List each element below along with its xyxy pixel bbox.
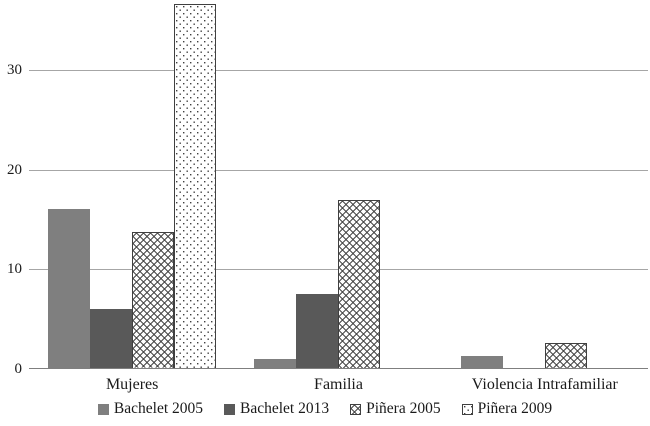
x-axis-labels: Mujeres Familia Violencia Intrafamiliar <box>29 375 648 395</box>
dots-pattern <box>462 404 472 414</box>
x-axis-line <box>29 368 648 369</box>
y-axis-labels: 0 10 20 30 <box>0 0 24 377</box>
bar-group-violencia-intrafamiliar <box>442 0 648 369</box>
legend-label: Piñera 2005 <box>366 400 441 417</box>
y-tick-label: 20 <box>7 161 22 178</box>
x-category-label-familia: Familia <box>314 376 363 393</box>
legend-label: Bachelet 2013 <box>240 400 330 417</box>
dots-pattern <box>175 5 216 368</box>
bar-slot <box>296 294 339 369</box>
crosshatch-pattern <box>545 344 586 368</box>
bar-pi-era-2005-familia <box>338 199 381 369</box>
bar-bachelet-2013-mujeres <box>90 309 133 369</box>
y-tick-label: 0 <box>14 361 23 377</box>
bar-slot <box>90 309 133 369</box>
legend-item-bachelet-2013: Bachelet 2013 <box>224 400 329 418</box>
bar-bachelet-2005-violencia-intrafamiliar <box>460 356 503 369</box>
legend-item-pi-era-2009: Piñera 2009 <box>461 400 553 418</box>
crosshatch-pattern <box>351 404 361 414</box>
bar-bachelet-2013-familia <box>296 294 339 369</box>
bar-slot <box>544 343 587 369</box>
bar-pi-era-2005-violencia-intrafamiliar <box>544 343 587 369</box>
gridline <box>29 169 648 171</box>
y-tick-label: 10 <box>7 261 22 278</box>
bar-bachelet-2005-mujeres <box>48 209 91 369</box>
bar-group-mujeres <box>29 0 235 369</box>
x-category-label-violencia-intrafamiliar: Violencia Intrafamiliar <box>471 376 618 393</box>
legend-swatch-solid-icon <box>224 403 236 415</box>
bar-slot <box>48 209 91 369</box>
bar-slot <box>254 359 297 369</box>
bars-layer <box>29 0 648 369</box>
x-category-label-mujeres: Mujeres <box>105 376 159 393</box>
legend-swatch-solid-icon <box>97 403 109 415</box>
bar-slot <box>338 199 381 369</box>
y-tick-label: 30 <box>7 61 22 78</box>
bar-slot <box>460 356 503 369</box>
bar-group-familia <box>235 0 441 369</box>
bar-bachelet-2005-familia <box>254 359 297 369</box>
plot-area <box>29 0 648 369</box>
bar-pi-era-2005-mujeres <box>132 232 175 369</box>
bar-slot <box>174 4 217 369</box>
legend-item-bachelet-2005: Bachelet 2005 <box>97 400 204 418</box>
gridline <box>29 69 648 71</box>
bar-pi-era-2009-mujeres <box>174 4 217 369</box>
legend-item-pi-era-2005: Piñera 2005 <box>350 400 441 418</box>
crosshatch-pattern <box>339 200 380 368</box>
legend-label: Piñera 2009 <box>477 400 553 417</box>
legend-label: Bachelet 2005 <box>113 400 204 417</box>
crosshatch-pattern <box>133 233 174 368</box>
bar-slot <box>132 232 175 369</box>
legend-swatch-crosshatch-icon <box>350 403 362 415</box>
legend-swatch-dots-icon <box>461 403 473 415</box>
legend: Bachelet 2005 Bachelet 2013 Piñera 2005 Piñ… <box>0 400 650 418</box>
